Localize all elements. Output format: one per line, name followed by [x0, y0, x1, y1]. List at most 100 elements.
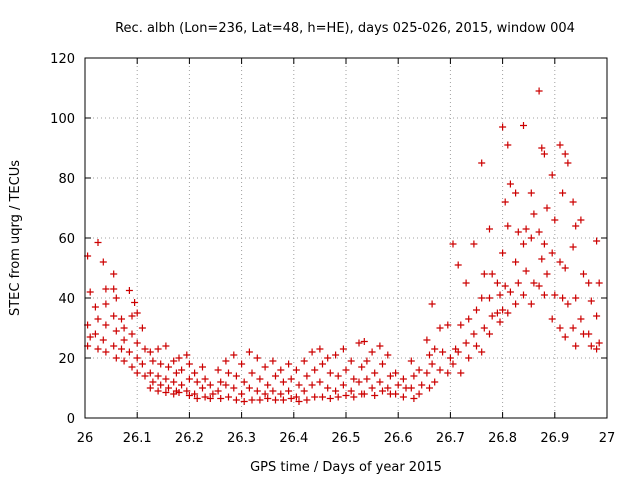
data-point — [347, 357, 355, 365]
data-point — [478, 348, 486, 356]
data-point — [496, 291, 504, 299]
data-point — [556, 324, 564, 332]
data-point — [245, 348, 253, 356]
data-point — [165, 384, 172, 392]
data-point — [342, 392, 350, 399]
data-point — [569, 198, 577, 206]
data-point — [277, 390, 285, 398]
data-point — [499, 123, 507, 131]
data-point — [162, 342, 170, 350]
data-point — [499, 306, 507, 314]
data-point — [154, 372, 162, 380]
data-point — [363, 357, 371, 365]
data-point — [493, 279, 501, 287]
data-point — [185, 392, 193, 399]
data-point — [561, 333, 569, 341]
data-point — [512, 258, 520, 266]
data-point — [91, 330, 99, 338]
data-point — [334, 372, 342, 380]
data-point — [217, 378, 225, 386]
data-point — [585, 279, 593, 287]
data-point — [470, 240, 478, 248]
data-point — [572, 294, 580, 302]
data-point — [478, 294, 486, 302]
data-point — [339, 345, 347, 353]
x-tick-label: 26.1 — [123, 431, 152, 446]
data-point — [269, 357, 277, 365]
data-point — [543, 204, 551, 212]
data-point — [587, 297, 595, 305]
data-point — [225, 369, 232, 377]
data-point — [94, 315, 102, 323]
y-tick-label: 60 — [58, 232, 75, 247]
data-point — [556, 258, 564, 266]
data-point — [217, 395, 225, 402]
data-point — [520, 122, 527, 129]
data-point — [512, 189, 520, 197]
data-point — [561, 264, 569, 272]
data-point — [358, 363, 366, 371]
data-point — [146, 384, 154, 392]
data-point — [504, 309, 512, 317]
data-point — [138, 360, 146, 368]
data-point — [540, 291, 548, 299]
data-point — [444, 369, 452, 377]
data-point — [593, 345, 601, 353]
data-point — [473, 342, 480, 350]
data-point — [102, 321, 110, 329]
data-point — [360, 390, 368, 398]
data-point — [172, 369, 180, 377]
data-point — [131, 299, 139, 306]
data-point — [178, 366, 186, 374]
data-point — [376, 342, 384, 350]
data-point — [439, 348, 447, 356]
data-point — [436, 324, 444, 332]
data-point — [332, 351, 340, 359]
x-tick-label: 26.7 — [436, 431, 465, 446]
chart-title: Rec. albh (Lon=236, Lat=48, h=HE), days … — [115, 21, 575, 36]
data-point — [561, 150, 569, 158]
y-tick-labels: 0 20 40 60 80 100 120 — [50, 52, 75, 427]
data-point — [245, 384, 253, 392]
data-point — [572, 222, 580, 230]
data-point — [295, 381, 303, 389]
data-point — [248, 396, 256, 404]
data-point — [496, 318, 504, 326]
y-axis-label: STEC from uqrg / TECUs — [8, 160, 23, 316]
data-point — [556, 141, 564, 149]
y-tick-label: 80 — [58, 172, 75, 187]
data-point — [593, 312, 601, 320]
data-point — [543, 270, 551, 278]
data-point — [272, 396, 279, 404]
data-point — [230, 351, 238, 359]
y-tick-label: 100 — [50, 112, 75, 127]
data-point — [423, 336, 431, 344]
y-tick-label: 20 — [58, 352, 75, 367]
y-tick-label: 120 — [50, 52, 75, 67]
data-point — [94, 239, 102, 246]
data-point — [410, 372, 418, 380]
data-point — [209, 390, 217, 398]
data-point — [264, 381, 272, 389]
data-point — [324, 384, 332, 392]
data-point — [285, 387, 293, 395]
data-point — [514, 228, 522, 236]
data-point — [530, 279, 538, 287]
data-point — [407, 384, 415, 392]
data-point — [527, 189, 535, 197]
data-point — [334, 393, 342, 401]
data-point — [368, 348, 376, 356]
data-point — [303, 396, 311, 404]
data-point — [486, 294, 493, 302]
data-point — [551, 216, 559, 224]
data-point — [125, 287, 133, 294]
data-point — [428, 300, 436, 308]
data-point — [316, 378, 324, 386]
data-point — [376, 378, 384, 386]
x-tick-label: 26.8 — [488, 431, 517, 446]
data-point — [379, 360, 386, 368]
data-point — [157, 381, 165, 389]
x-tick-label: 26.2 — [175, 431, 204, 446]
data-point — [170, 357, 178, 365]
